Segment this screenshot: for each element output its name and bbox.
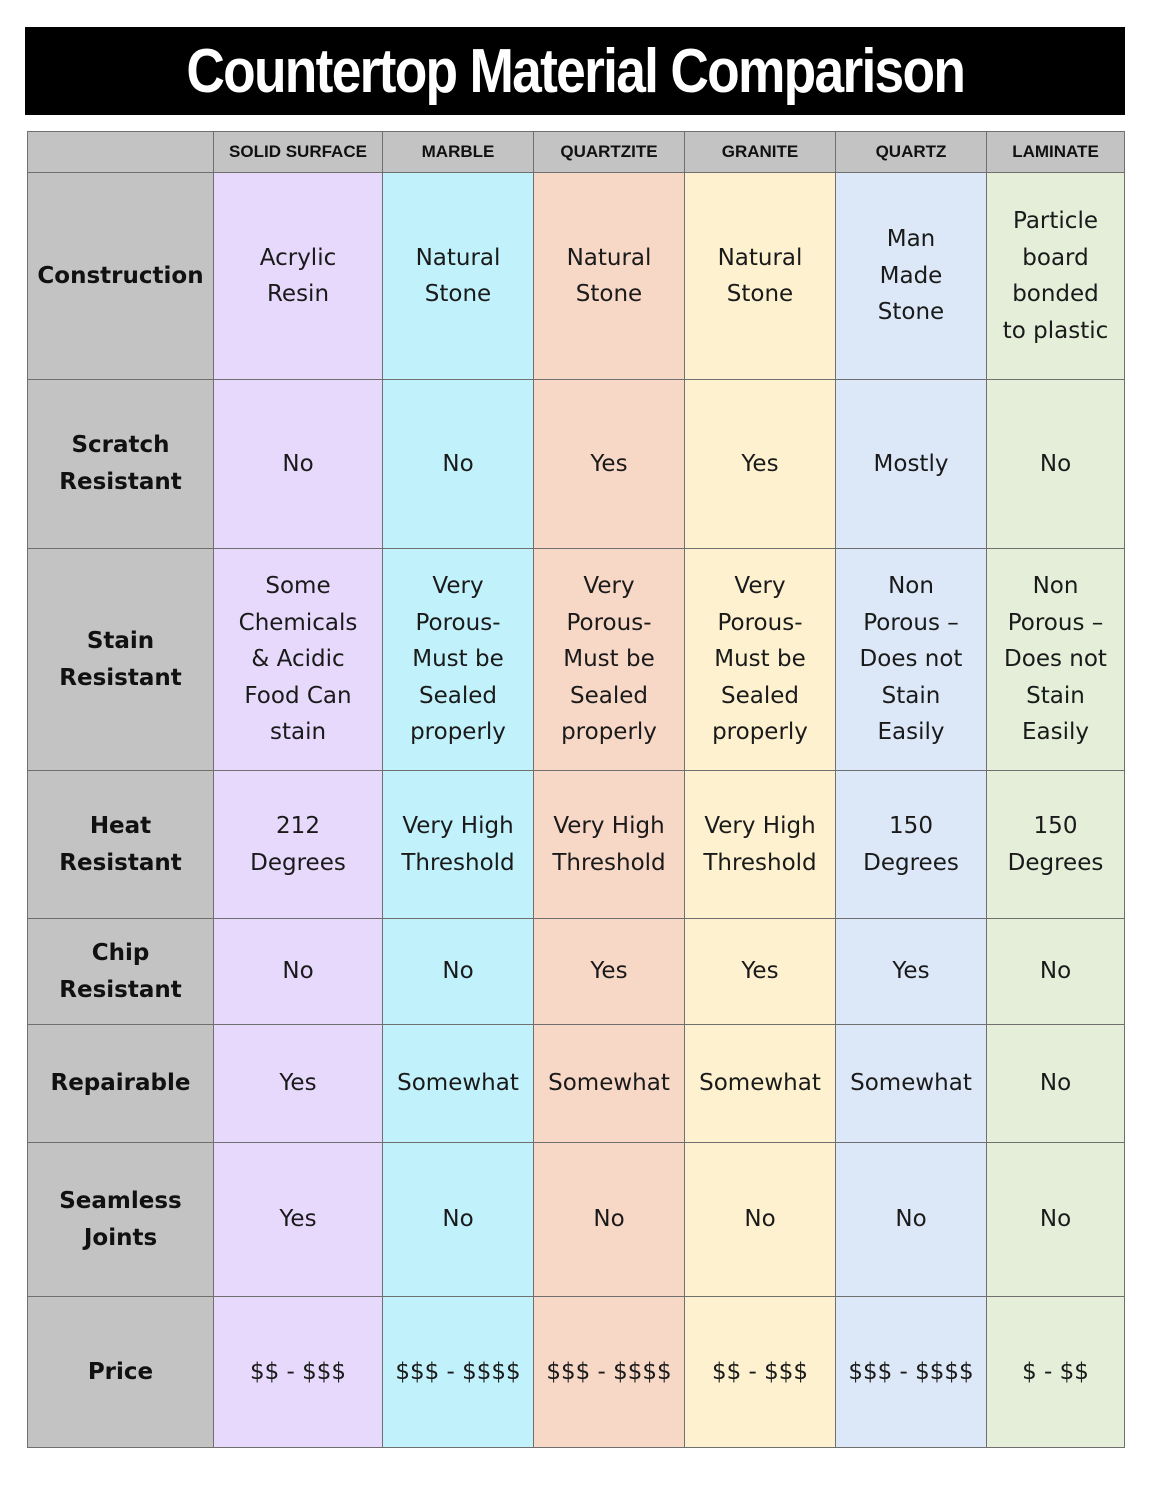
cell-seamless-laminate: No bbox=[986, 1142, 1125, 1297]
cell-stain-granite: Very Porous- Must be Sealed properly bbox=[684, 548, 836, 771]
column-header-laminate: LAMINATE bbox=[986, 131, 1125, 173]
title-bar: Countertop Material Comparison bbox=[25, 27, 1125, 115]
cell-stain-quartz: Non Porous – Does not Stain Easily bbox=[835, 548, 987, 771]
comparison-table: SOLID SURFACE MARBLE QUARTZITE GRANITE Q… bbox=[27, 131, 1125, 1448]
cell-heat-marble: Very High Threshold bbox=[382, 770, 534, 919]
cell-repairable-quartzite: Somewhat bbox=[533, 1024, 685, 1143]
cell-scratch-solid-surface: No bbox=[213, 379, 383, 549]
row-price: Price $$ - $$$ $$$ - $$$$ $$$ - $$$$ $$ … bbox=[27, 1296, 1125, 1448]
cell-construction-marble: Natural Stone bbox=[382, 172, 534, 380]
cell-repairable-laminate: No bbox=[986, 1024, 1125, 1143]
cell-chip-quartz: Yes bbox=[835, 918, 987, 1025]
row-label-repairable: Repairable bbox=[27, 1024, 214, 1143]
row-heat-resistant: Heat Resistant 212 Degrees Very High Thr… bbox=[27, 770, 1125, 919]
cell-stain-solid-surface: Some Chemicals & Acidic Food Can stain bbox=[213, 548, 383, 771]
cell-seamless-solid-surface: Yes bbox=[213, 1142, 383, 1297]
page-title: Countertop Material Comparison bbox=[186, 36, 966, 106]
cell-price-laminate: $ - $$ bbox=[986, 1296, 1125, 1448]
column-header-quartz: QUARTZ bbox=[835, 131, 987, 173]
cell-repairable-solid-surface: Yes bbox=[213, 1024, 383, 1143]
row-label-scratch-resistant: Scratch Resistant bbox=[27, 379, 214, 549]
row-chip-resistant: Chip Resistant No No Yes Yes Yes No bbox=[27, 918, 1125, 1025]
cell-scratch-marble: No bbox=[382, 379, 534, 549]
cell-repairable-quartz: Somewhat bbox=[835, 1024, 987, 1143]
row-label-chip-resistant: Chip Resistant bbox=[27, 918, 214, 1025]
row-stain-resistant: Stain Resistant Some Chemicals & Acidic … bbox=[27, 548, 1125, 771]
cell-chip-laminate: No bbox=[986, 918, 1125, 1025]
row-label-seamless-joints: Seamless Joints bbox=[27, 1142, 214, 1297]
cell-price-marble: $$$ - $$$$ bbox=[382, 1296, 534, 1448]
cell-heat-laminate: 150 Degrees bbox=[986, 770, 1125, 919]
column-header-solid-surface: SOLID SURFACE bbox=[213, 131, 383, 173]
column-header-quartzite: QUARTZITE bbox=[533, 131, 685, 173]
row-scratch-resistant: Scratch Resistant No No Yes Yes Mostly N… bbox=[27, 379, 1125, 549]
cell-scratch-laminate: No bbox=[986, 379, 1125, 549]
cell-stain-laminate: Non Porous – Does not Stain Easily bbox=[986, 548, 1125, 771]
cell-scratch-quartzite: Yes bbox=[533, 379, 685, 549]
cell-seamless-quartz: No bbox=[835, 1142, 987, 1297]
cell-construction-laminate: Particle board bonded to plastic bbox=[986, 172, 1125, 380]
cell-chip-quartzite: Yes bbox=[533, 918, 685, 1025]
cell-seamless-granite: No bbox=[684, 1142, 836, 1297]
cell-construction-quartzite: Natural Stone bbox=[533, 172, 685, 380]
column-header-marble: MARBLE bbox=[382, 131, 534, 173]
cell-heat-quartzite: Very High Threshold bbox=[533, 770, 685, 919]
cell-construction-quartz: Man Made Stone bbox=[835, 172, 987, 380]
row-label-price: Price bbox=[27, 1296, 214, 1448]
cell-construction-granite: Natural Stone bbox=[684, 172, 836, 380]
cell-chip-marble: No bbox=[382, 918, 534, 1025]
cell-scratch-granite: Yes bbox=[684, 379, 836, 549]
cell-heat-solid-surface: 212 Degrees bbox=[213, 770, 383, 919]
cell-stain-marble: Very Porous- Must be Sealed properly bbox=[382, 548, 534, 771]
row-repairable: Repairable Yes Somewhat Somewhat Somewha… bbox=[27, 1024, 1125, 1143]
cell-price-quartz: $$$ - $$$$ bbox=[835, 1296, 987, 1448]
cell-heat-granite: Very High Threshold bbox=[684, 770, 836, 919]
cell-seamless-marble: No bbox=[382, 1142, 534, 1297]
cell-seamless-quartzite: No bbox=[533, 1142, 685, 1297]
row-label-stain-resistant: Stain Resistant bbox=[27, 548, 214, 771]
cell-repairable-marble: Somewhat bbox=[382, 1024, 534, 1143]
row-construction: Construction Acrylic Resin Natural Stone… bbox=[27, 172, 1125, 380]
column-header-granite: GRANITE bbox=[684, 131, 836, 173]
cell-chip-solid-surface: No bbox=[213, 918, 383, 1025]
cell-stain-quartzite: Very Porous- Must be Sealed properly bbox=[533, 548, 685, 771]
cell-chip-granite: Yes bbox=[684, 918, 836, 1025]
row-seamless-joints: Seamless Joints Yes No No No No No bbox=[27, 1142, 1125, 1297]
cell-price-quartzite: $$$ - $$$$ bbox=[533, 1296, 685, 1448]
header-corner-cell bbox=[27, 131, 214, 173]
row-label-construction: Construction bbox=[27, 172, 214, 380]
cell-construction-solid-surface: Acrylic Resin bbox=[213, 172, 383, 380]
cell-scratch-quartz: Mostly bbox=[835, 379, 987, 549]
cell-heat-quartz: 150 Degrees bbox=[835, 770, 987, 919]
cell-repairable-granite: Somewhat bbox=[684, 1024, 836, 1143]
header-row: SOLID SURFACE MARBLE QUARTZITE GRANITE Q… bbox=[27, 131, 1125, 173]
cell-price-granite: $$ - $$$ bbox=[684, 1296, 836, 1448]
row-label-heat-resistant: Heat Resistant bbox=[27, 770, 214, 919]
cell-price-solid-surface: $$ - $$$ bbox=[213, 1296, 383, 1448]
